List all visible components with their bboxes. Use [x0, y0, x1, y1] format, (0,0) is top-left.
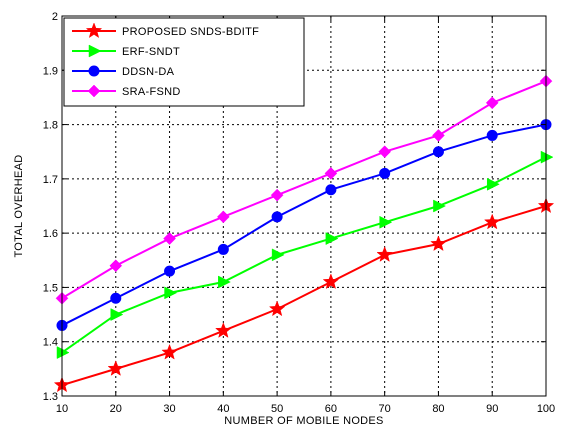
- legend-marker-sra-fsnd: [87, 84, 101, 98]
- data-point-proposed-snds-bditf: [430, 235, 447, 252]
- data-point-erf-sndt: [540, 150, 554, 164]
- y-tick-label: 2: [52, 11, 58, 23]
- data-point-sra-fsnd: [432, 129, 445, 142]
- x-tick-label: 90: [486, 403, 498, 415]
- ticks: [61, 15, 547, 397]
- data-point-sra-fsnd: [163, 232, 176, 245]
- tick-labels: 10 20 30 40 50 60 70 80 90 100 1.3 1.4 1.5 1.6 1.7 1.8 1…: [43, 11, 555, 415]
- data-point-ddsn-da: [486, 129, 498, 141]
- series-line-proposed-snds-bditf: [61, 205, 547, 387]
- data-point-sra-fsnd: [109, 259, 123, 273]
- series-line-sra-fsnd: [61, 80, 547, 300]
- x-tick-label: 50: [271, 403, 283, 415]
- y-tick-label: 1.8: [43, 120, 58, 132]
- data-point-proposed-snds-bditf: [215, 322, 232, 338]
- y-tick-label: 1.6: [43, 228, 58, 240]
- y-tick-label: 1.7: [43, 174, 58, 186]
- data-point-ddsn-da: [325, 184, 337, 196]
- series-line-erf-sndt: [61, 156, 547, 354]
- data-point-ddsn-da: [271, 211, 283, 223]
- data-point-ddsn-da: [217, 243, 229, 255]
- y-axis-label: TOTAL OVERHEAD: [13, 154, 25, 257]
- data-point-erf-sndt: [164, 286, 178, 300]
- x-tick-label: 10: [56, 403, 68, 415]
- data-point-erf-sndt: [218, 275, 231, 289]
- data-point-erf-sndt: [325, 232, 339, 245]
- y-tick-label: 1.9: [43, 65, 58, 77]
- x-tick-label: 30: [163, 403, 175, 415]
- y-tick-label: 1.4: [43, 337, 58, 349]
- data-point-sra-fsnd: [216, 210, 230, 224]
- data-point-ddsn-da: [432, 146, 444, 158]
- data-point-ddsn-da: [379, 167, 391, 179]
- data-point-proposed-snds-bditf: [322, 273, 340, 290]
- data-point-proposed-snds-bditf: [483, 213, 501, 230]
- data-point-erf-sndt: [271, 248, 285, 262]
- series-sra-fsnd: [55, 74, 553, 305]
- data-point-ddsn-da: [164, 265, 176, 277]
- data-point-proposed-snds-bditf: [268, 300, 286, 317]
- data-point-erf-sndt: [486, 177, 500, 191]
- y-tick-label: 1.3: [43, 391, 58, 403]
- data-point-erf-sndt: [433, 199, 447, 213]
- x-tick-label: 80: [432, 403, 444, 415]
- legend-label-erf-sndt: ERF-SNDT: [122, 46, 180, 58]
- data-point-sra-fsnd: [485, 96, 499, 110]
- x-tick-label: 40: [217, 403, 229, 415]
- data-point-erf-sndt: [110, 308, 124, 321]
- data-point-proposed-snds-bditf: [376, 246, 393, 262]
- series-line-ddsn-da: [61, 123, 547, 327]
- legend-label-proposed-snds-bditf: PROPOSED SNDS-BDITF: [122, 26, 259, 38]
- x-tick-label: 60: [325, 403, 337, 415]
- data-point-erf-sndt: [56, 346, 70, 359]
- data-point-sra-fsnd: [378, 145, 392, 159]
- series-ddsn-da: [56, 119, 552, 331]
- legend: PROPOSED SNDS-BDITF ERF-SNDT DDSN-DA SRA…: [63, 17, 305, 107]
- data-point-ddsn-da: [110, 292, 122, 304]
- legend-label-ddsn-da: DDSN-DA: [122, 66, 175, 78]
- y-tick-label: 1.5: [43, 282, 58, 294]
- x-tick-label: 70: [379, 403, 391, 415]
- x-tick-label: 100: [537, 403, 555, 415]
- data-point-proposed-snds-bditf: [107, 360, 125, 376]
- x-axis-label: NUMBER OF MOBILE NODES: [224, 415, 383, 427]
- series-erf-sndt: [56, 150, 554, 359]
- plot-frame: [61, 15, 547, 397]
- legend-label-sra-fsnd: SRA-FSND: [122, 86, 181, 98]
- legend-marker-ddsn-da: [88, 65, 100, 77]
- legend-items: [72, 22, 116, 98]
- legend-marker-erf-sndt: [88, 44, 102, 58]
- grid: [62, 16, 546, 396]
- legend-marker-proposed-snds-bditf: [85, 22, 103, 39]
- x-tick-label: 20: [110, 403, 122, 415]
- data-point-sra-fsnd: [270, 188, 284, 202]
- data-point-proposed-snds-bditf: [161, 343, 178, 360]
- data-point-sra-fsnd: [324, 167, 338, 180]
- data-point-erf-sndt: [379, 215, 393, 229]
